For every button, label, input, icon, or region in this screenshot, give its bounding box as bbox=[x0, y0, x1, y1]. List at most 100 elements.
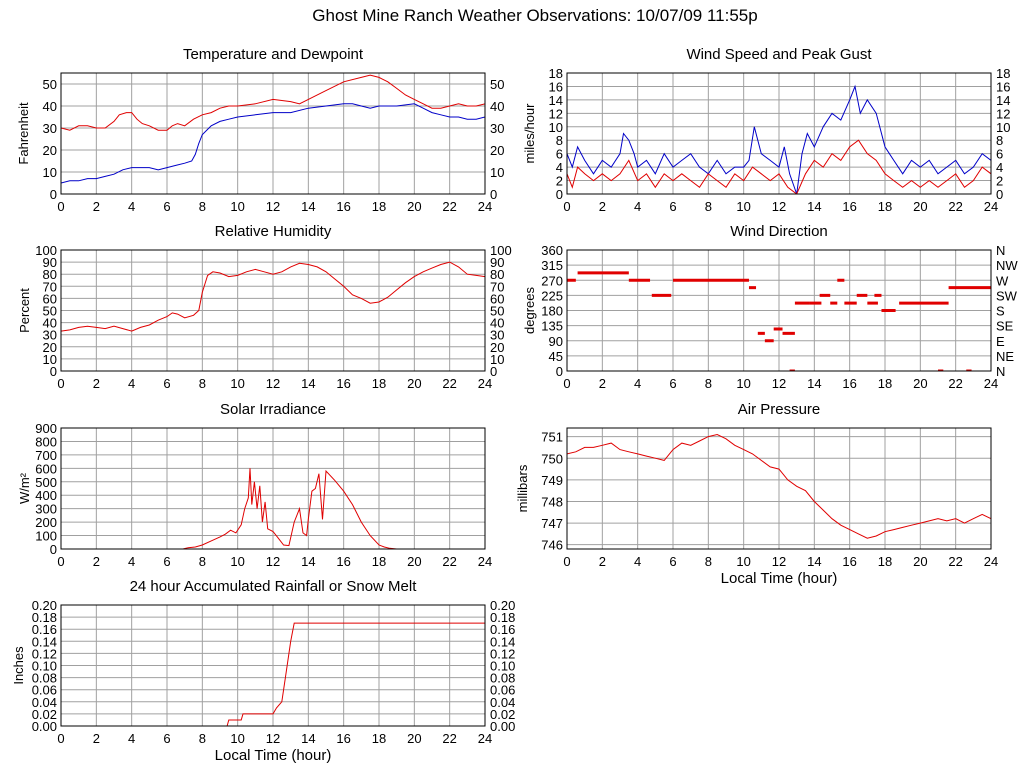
rain-x-tick: 8 bbox=[199, 731, 206, 746]
solar-y-tick: 200 bbox=[35, 515, 57, 530]
wind-x-tick: 8 bbox=[705, 199, 712, 214]
wdir-right-tick: NW bbox=[996, 258, 1018, 273]
rh-y-tick: 60 bbox=[43, 291, 57, 306]
rain-x-tick: 14 bbox=[301, 731, 315, 746]
temp-y-tick: 10 bbox=[43, 165, 57, 180]
pressure-title: Air Pressure bbox=[738, 401, 821, 418]
rain-right-tick: 0.08 bbox=[490, 671, 515, 686]
wdir-right-tick: NE bbox=[996, 349, 1014, 364]
wind-x-tick: 22 bbox=[948, 199, 962, 214]
rh-x-tick: 18 bbox=[372, 376, 386, 391]
rh-right-tick: 60 bbox=[490, 291, 504, 306]
wind-right-tick: 14 bbox=[996, 93, 1010, 108]
temp-x-tick: 4 bbox=[128, 199, 135, 214]
solar-y-tick: 800 bbox=[35, 434, 57, 449]
wdir-x-tick: 18 bbox=[878, 376, 892, 391]
wdir-y-tick: 0 bbox=[556, 364, 563, 379]
temp-series-0-line bbox=[61, 74, 485, 131]
wdir-ylabel: degrees bbox=[522, 287, 537, 334]
rh-x-tick: 0 bbox=[57, 376, 64, 391]
rain-x-tick: 24 bbox=[478, 731, 492, 746]
temp-right-tick: 30 bbox=[490, 121, 504, 136]
pressure-x-tick: 2 bbox=[599, 554, 606, 569]
rain-x-tick: 22 bbox=[442, 731, 456, 746]
wdir-x-tick: 0 bbox=[563, 376, 570, 391]
solar-x-tick: 24 bbox=[478, 554, 492, 569]
solar-x-tick: 8 bbox=[199, 554, 206, 569]
wind-right-tick: 4 bbox=[996, 160, 1003, 175]
rh-y-tick: 30 bbox=[43, 328, 57, 343]
rain-right-tick: 0.02 bbox=[490, 707, 515, 722]
solar-x-tick: 16 bbox=[336, 554, 350, 569]
rain-series-0-line bbox=[61, 622, 485, 726]
rain-y-tick: 0.16 bbox=[32, 622, 57, 637]
solar-title: Solar Irradiance bbox=[220, 401, 326, 418]
solar-series-0-line bbox=[61, 468, 485, 549]
wdir-x-tick: 8 bbox=[705, 376, 712, 391]
wind-right-tick: 6 bbox=[996, 147, 1003, 162]
solar-x-tick: 6 bbox=[163, 554, 170, 569]
temp-right-tick: 10 bbox=[490, 165, 504, 180]
pressure-y-tick: 746 bbox=[541, 538, 563, 553]
pressure-x-tick: 6 bbox=[669, 554, 676, 569]
wind-y-tick: 10 bbox=[549, 120, 563, 135]
solar-y-tick: 300 bbox=[35, 502, 57, 517]
rain-y-tick: 0.06 bbox=[32, 683, 57, 698]
solar-y-tick: 400 bbox=[35, 488, 57, 503]
rh-right-tick: 80 bbox=[490, 267, 504, 282]
rain-y-tick: 0.20 bbox=[32, 598, 57, 613]
temp-x-tick: 0 bbox=[57, 199, 64, 214]
solar-y-tick: 100 bbox=[35, 529, 57, 544]
solar-frame bbox=[60, 427, 486, 550]
solar-y-tick: 0 bbox=[50, 542, 57, 557]
solar-x-tick: 4 bbox=[128, 554, 135, 569]
wind-y-tick: 8 bbox=[556, 133, 563, 148]
wdir-right-tick: SW bbox=[996, 288, 1018, 303]
wind-series-1-line bbox=[567, 139, 991, 194]
wind-y-tick: 18 bbox=[549, 66, 563, 81]
rh-series-0-line bbox=[61, 261, 485, 332]
wind-x-tick: 20 bbox=[913, 199, 927, 214]
rain-right-tick: 0.00 bbox=[490, 719, 515, 734]
rain-right-tick: 0.18 bbox=[490, 610, 515, 625]
pressure-y-tick: 750 bbox=[541, 451, 563, 466]
rain-y-tick: 0.00 bbox=[32, 719, 57, 734]
solar-ylabel: W/m² bbox=[17, 472, 32, 504]
pressure-x-tick: 14 bbox=[807, 554, 821, 569]
wdir-x-tick: 16 bbox=[842, 376, 856, 391]
rain-y-tick: 0.02 bbox=[32, 707, 57, 722]
rh-y-tick: 70 bbox=[43, 279, 57, 294]
rain-right-tick: 0.10 bbox=[490, 659, 515, 674]
rain-right-tick: 0.06 bbox=[490, 683, 515, 698]
rh-title: Relative Humidity bbox=[215, 223, 332, 240]
wind-right-tick: 16 bbox=[996, 79, 1010, 94]
wdir-x-tick: 12 bbox=[772, 376, 786, 391]
pressure-y-tick: 747 bbox=[541, 516, 563, 531]
temp-right-tick: 20 bbox=[490, 143, 504, 158]
wind-x-tick: 18 bbox=[878, 199, 892, 214]
temp-right-tick: 0 bbox=[490, 187, 497, 202]
pressure-y-tick: 751 bbox=[541, 430, 563, 445]
rain-x-tick: 6 bbox=[163, 731, 170, 746]
rain-x-tick: 10 bbox=[230, 731, 244, 746]
solar-x-tick: 2 bbox=[93, 554, 100, 569]
wind-y-tick: 12 bbox=[549, 106, 563, 121]
wdir-frame bbox=[566, 249, 992, 372]
solar-x-tick: 14 bbox=[301, 554, 315, 569]
wdir-right-tick: S bbox=[996, 304, 1005, 319]
rh-y-tick: 90 bbox=[43, 255, 57, 270]
wdir-right-tick: N bbox=[996, 364, 1005, 379]
wdir-y-tick: 315 bbox=[541, 258, 563, 273]
rh-y-tick: 40 bbox=[43, 316, 57, 331]
rain-right-tick: 0.16 bbox=[490, 622, 515, 637]
solar-x-tick: 0 bbox=[57, 554, 64, 569]
pressure-x-tick: 22 bbox=[948, 554, 962, 569]
wdir-y-tick: 360 bbox=[541, 243, 563, 258]
wdir-x-tick: 6 bbox=[669, 376, 676, 391]
wind-x-tick: 6 bbox=[669, 199, 676, 214]
rain-y-tick: 0.10 bbox=[32, 659, 57, 674]
pressure-series-0-line bbox=[567, 433, 991, 539]
solar-y-tick: 900 bbox=[35, 421, 57, 436]
wind-series-0-line bbox=[567, 84, 991, 194]
